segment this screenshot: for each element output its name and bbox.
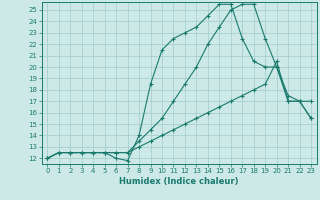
X-axis label: Humidex (Indice chaleur): Humidex (Indice chaleur) [119, 177, 239, 186]
